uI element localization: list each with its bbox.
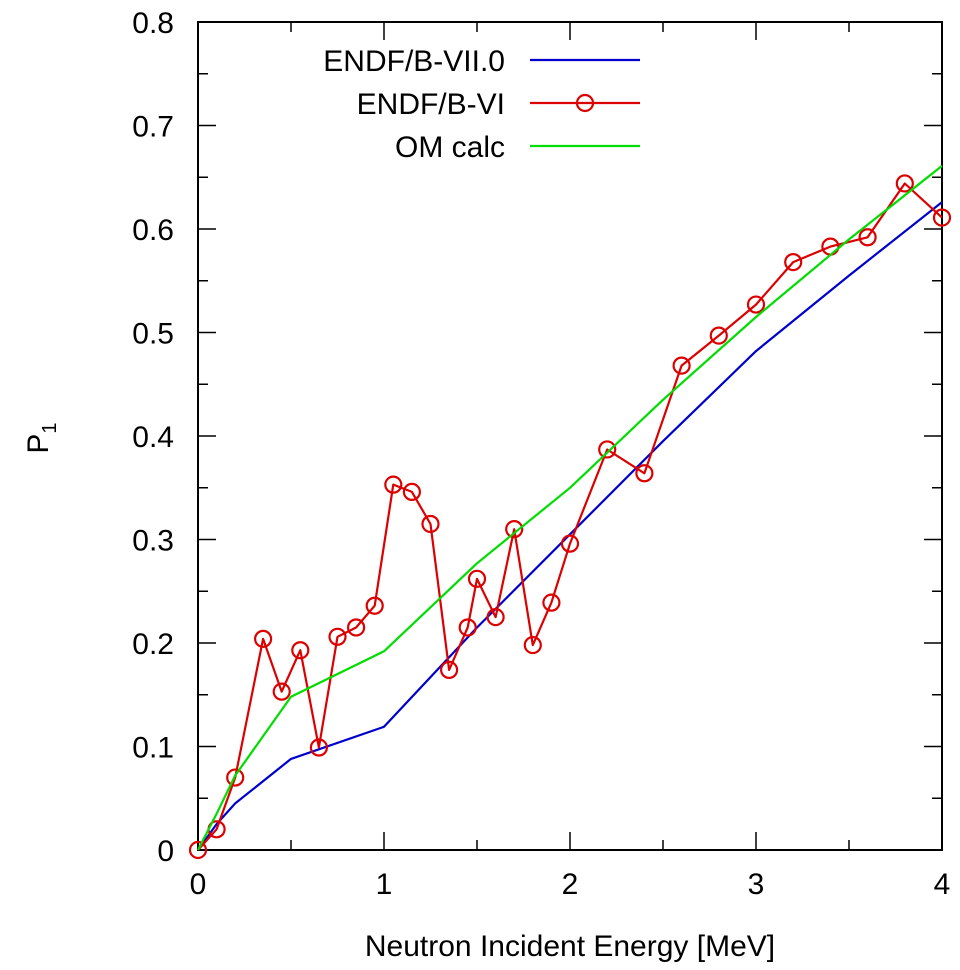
data-point [598,440,617,459]
series-1 [188,174,952,860]
data-point [467,569,487,588]
axis-ticks [197,21,943,851]
series-2 [197,165,943,851]
data-point [709,326,728,345]
x-tick-label: 1 [376,868,393,901]
y-tick-label: 0.4 [132,421,174,454]
x-axis-title: Neutron Incident Energy [MeV] [365,930,775,963]
series-line [197,165,943,851]
y-tick-label: 0.7 [132,111,174,144]
data-point [365,596,384,615]
data-point [458,618,477,637]
series-0 [197,201,943,851]
data-point [505,520,524,539]
x-tick-label: 3 [748,868,765,901]
x-tick-label: 2 [562,868,579,901]
data-point [384,475,403,494]
data-point [421,514,440,534]
data-point [254,629,273,648]
data-point [635,464,654,483]
legend-label: ENDF/B-VI [357,88,505,121]
data-point [523,635,542,655]
y-tick-label: 0.5 [132,318,174,351]
legend-label: OM calc [395,131,505,164]
y-axis-title-main: P [22,434,55,454]
legend-entry: ENDF/B-VI [357,88,640,121]
y-axis-title-subscript: 1 [39,422,61,433]
data-point [328,627,347,646]
series-line [197,201,943,851]
data-point [746,295,766,314]
y-tick-label: 0.6 [132,214,174,247]
x-tick-label: 4 [934,868,951,901]
data-point [858,228,877,247]
data-point [309,738,328,757]
series-layer [188,165,952,860]
legend-entry: ENDF/B-VII.0 [323,45,640,78]
y-tick-label: 0.3 [132,525,174,558]
tick-labels: 0 1 2 3 4 0 0.1 0.2 0.3 0.4 0.5 0.6 0.7 0.8 [132,7,950,901]
x-tick-label: 0 [190,868,207,901]
data-point [188,840,208,860]
legend: ENDF/B-VII.0 ENDF/B-VI OM calc [323,45,640,164]
data-point [932,208,952,227]
data-point [272,682,291,701]
y-tick-label: 0 [157,835,174,868]
y-tick-label: 0.8 [132,7,174,40]
data-point [347,618,366,637]
data-point [486,608,505,627]
series-line [197,182,943,851]
data-point [226,768,245,787]
data-point [440,660,459,680]
legend-label: ENDF/B-VII.0 [323,45,505,78]
data-point [560,534,580,553]
data-point [542,593,561,612]
legend-entry: OM calc [395,131,640,164]
y-tick-label: 0.1 [132,732,174,765]
y-axis-title: P1 [22,422,61,453]
data-point [784,253,803,272]
data-point [672,356,691,375]
data-point [895,174,914,193]
data-point [291,641,310,660]
data-point [402,482,421,501]
legend-marker [575,93,595,113]
y-tick-label: 0.2 [132,628,174,661]
